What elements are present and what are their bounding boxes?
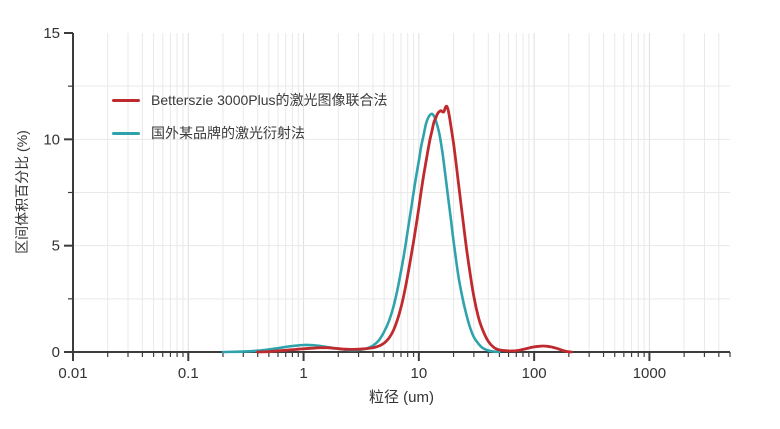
x-tick-label: 1000 (633, 365, 666, 382)
y-tick-label: 0 (52, 344, 60, 361)
x-tick-label: 10 (411, 365, 428, 382)
legend-item-betterszie: Betterszie 3000Plus的激光图像联合法 (112, 90, 388, 110)
legend-line-teal (112, 131, 140, 135)
legend-item-foreign-brand: 国外某品牌的激光衍射法 (112, 123, 388, 143)
legend-line-red (112, 98, 140, 102)
x-tick-label: 0.1 (178, 365, 199, 382)
series-line-1 (221, 112, 501, 354)
legend-label-betterszie: Betterszie 3000Plus的激光图像联合法 (151, 92, 388, 108)
x-tick-label: 1 (299, 365, 307, 382)
legend-label-foreign-brand: 国外某品牌的激光衍射法 (151, 125, 305, 141)
x-tick-label: 100 (522, 365, 547, 382)
y-axis-title: 区间体积百分比 (%) (14, 130, 30, 254)
y-tick-label: 10 (43, 131, 60, 148)
x-tick-label: 0.01 (58, 365, 87, 382)
y-tick-label: 5 (52, 238, 60, 255)
x-axis-title: 粒径 (um) (369, 389, 434, 406)
series-line-0 (256, 104, 573, 354)
y-tick-label: 15 (43, 25, 60, 42)
legend: Betterszie 3000Plus的激光图像联合法 国外某品牌的激光衍射法 (112, 90, 388, 143)
